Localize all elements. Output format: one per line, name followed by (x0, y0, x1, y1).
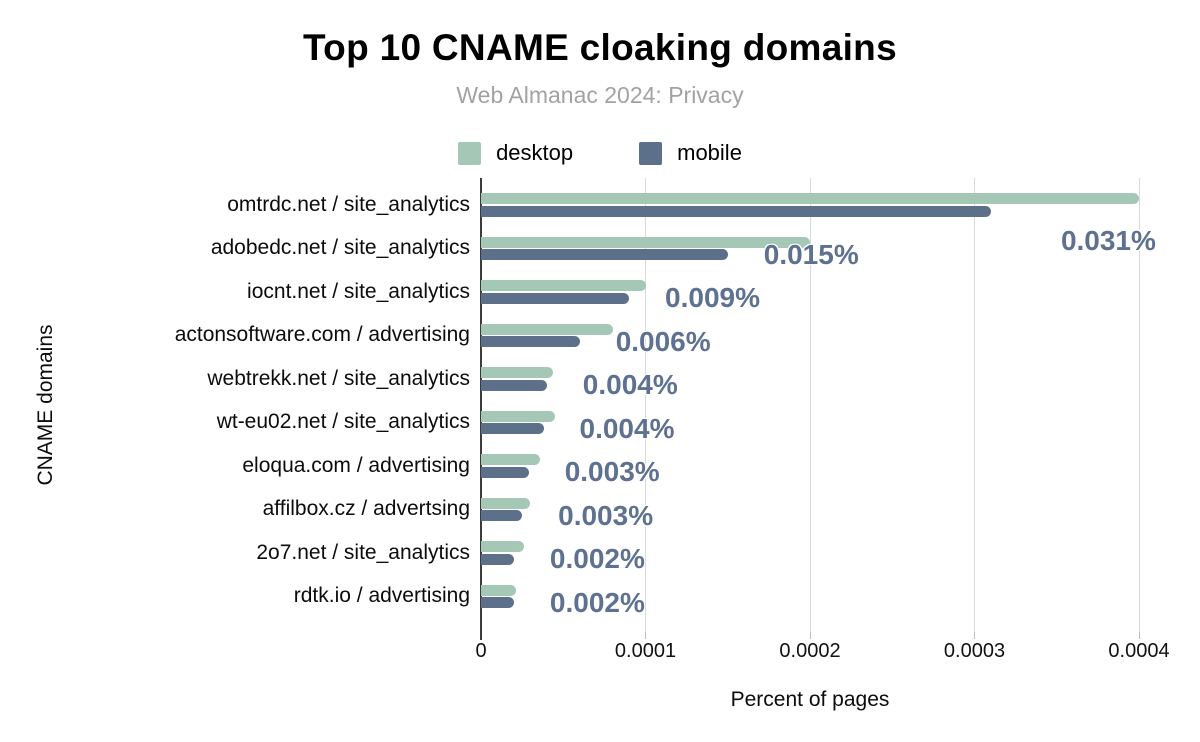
value-label: 0.004% (582, 369, 678, 400)
legend-label-desktop: desktop (496, 140, 574, 165)
category-label: 2o7.net / site_analytics (256, 540, 470, 564)
bar-mobile (481, 553, 514, 565)
bar-desktop (481, 410, 556, 422)
mobile-swatch-icon (639, 141, 663, 165)
category-label: wt-eu02.net / site_analytics (216, 410, 470, 434)
x-tick-mark (1138, 632, 1140, 639)
legend-label-mobile: mobile (677, 140, 742, 165)
x-tick-mark (974, 632, 975, 639)
value-label: 0.015% (763, 238, 859, 270)
bar-desktop (481, 193, 1139, 204)
value-label: 0.003% (564, 456, 660, 487)
legend: desktop mobile (0, 140, 1200, 166)
category-label: affilbox.cz / advertsing (262, 497, 470, 521)
category-label: adobedc.net / site_analytics (210, 236, 470, 260)
bar-desktop (481, 323, 613, 335)
category-label: actonsoftware.com / advertising (174, 323, 470, 347)
bar-mobile (481, 510, 523, 521)
value-label: 0.006% (615, 325, 711, 357)
bar-mobile (481, 597, 514, 608)
x-tick-label: 0.0004 (1108, 640, 1170, 662)
x-tick-label: 0 (475, 640, 487, 662)
category-label: omtrdc.net / site_analytics (227, 192, 470, 216)
value-label: 0.031% (1060, 225, 1156, 256)
gridline (809, 178, 811, 632)
bar-desktop (481, 236, 810, 248)
x-tick-label: 0.0003 (943, 640, 1006, 662)
gridline (645, 178, 646, 632)
category-label: webtrekk.net / site_analytics (207, 366, 470, 390)
bar-desktop (481, 541, 524, 552)
x-tick-label: 0.0001 (614, 640, 677, 662)
category-label: iocnt.net / site_analytics (247, 279, 470, 303)
value-label: 0.002% (549, 543, 645, 574)
x-axis-title: Percent of pages (730, 688, 890, 711)
x-tick-mark (809, 632, 811, 639)
bar-mobile (481, 249, 728, 260)
y-axis-line (480, 178, 482, 640)
bar-mobile (481, 292, 630, 304)
value-label: 0.009% (665, 282, 761, 313)
desktop-swatch-icon (458, 141, 482, 165)
bar-mobile (481, 466, 529, 478)
bar-mobile (481, 423, 544, 434)
legend-item-mobile: mobile (639, 140, 742, 166)
bar-desktop (481, 497, 531, 509)
value-label: 0.002% (549, 586, 645, 618)
bar-mobile (481, 205, 991, 217)
bar-desktop (481, 584, 516, 596)
bar-desktop (481, 454, 541, 465)
chart-title: Top 10 CNAME cloaking domains (303, 27, 897, 68)
legend-item-desktop: desktop (458, 140, 573, 166)
bar-mobile (481, 336, 580, 347)
value-label: 0.004% (579, 412, 675, 444)
value-label: 0.003% (558, 499, 654, 531)
y-axis-title: CNAME domains (34, 324, 57, 486)
gridline (974, 178, 975, 632)
x-tick-mark (645, 632, 646, 639)
x-tick-label: 0.0002 (779, 640, 841, 662)
bar-mobile (481, 379, 547, 391)
gridline (1138, 178, 1140, 632)
bar-desktop (481, 367, 554, 378)
category-label: rdtk.io / advertising (293, 584, 470, 608)
chart-subtitle: Web Almanac 2024: Privacy (456, 82, 744, 108)
bar-desktop (481, 280, 646, 291)
category-label: eloqua.com / advertising (242, 453, 470, 477)
